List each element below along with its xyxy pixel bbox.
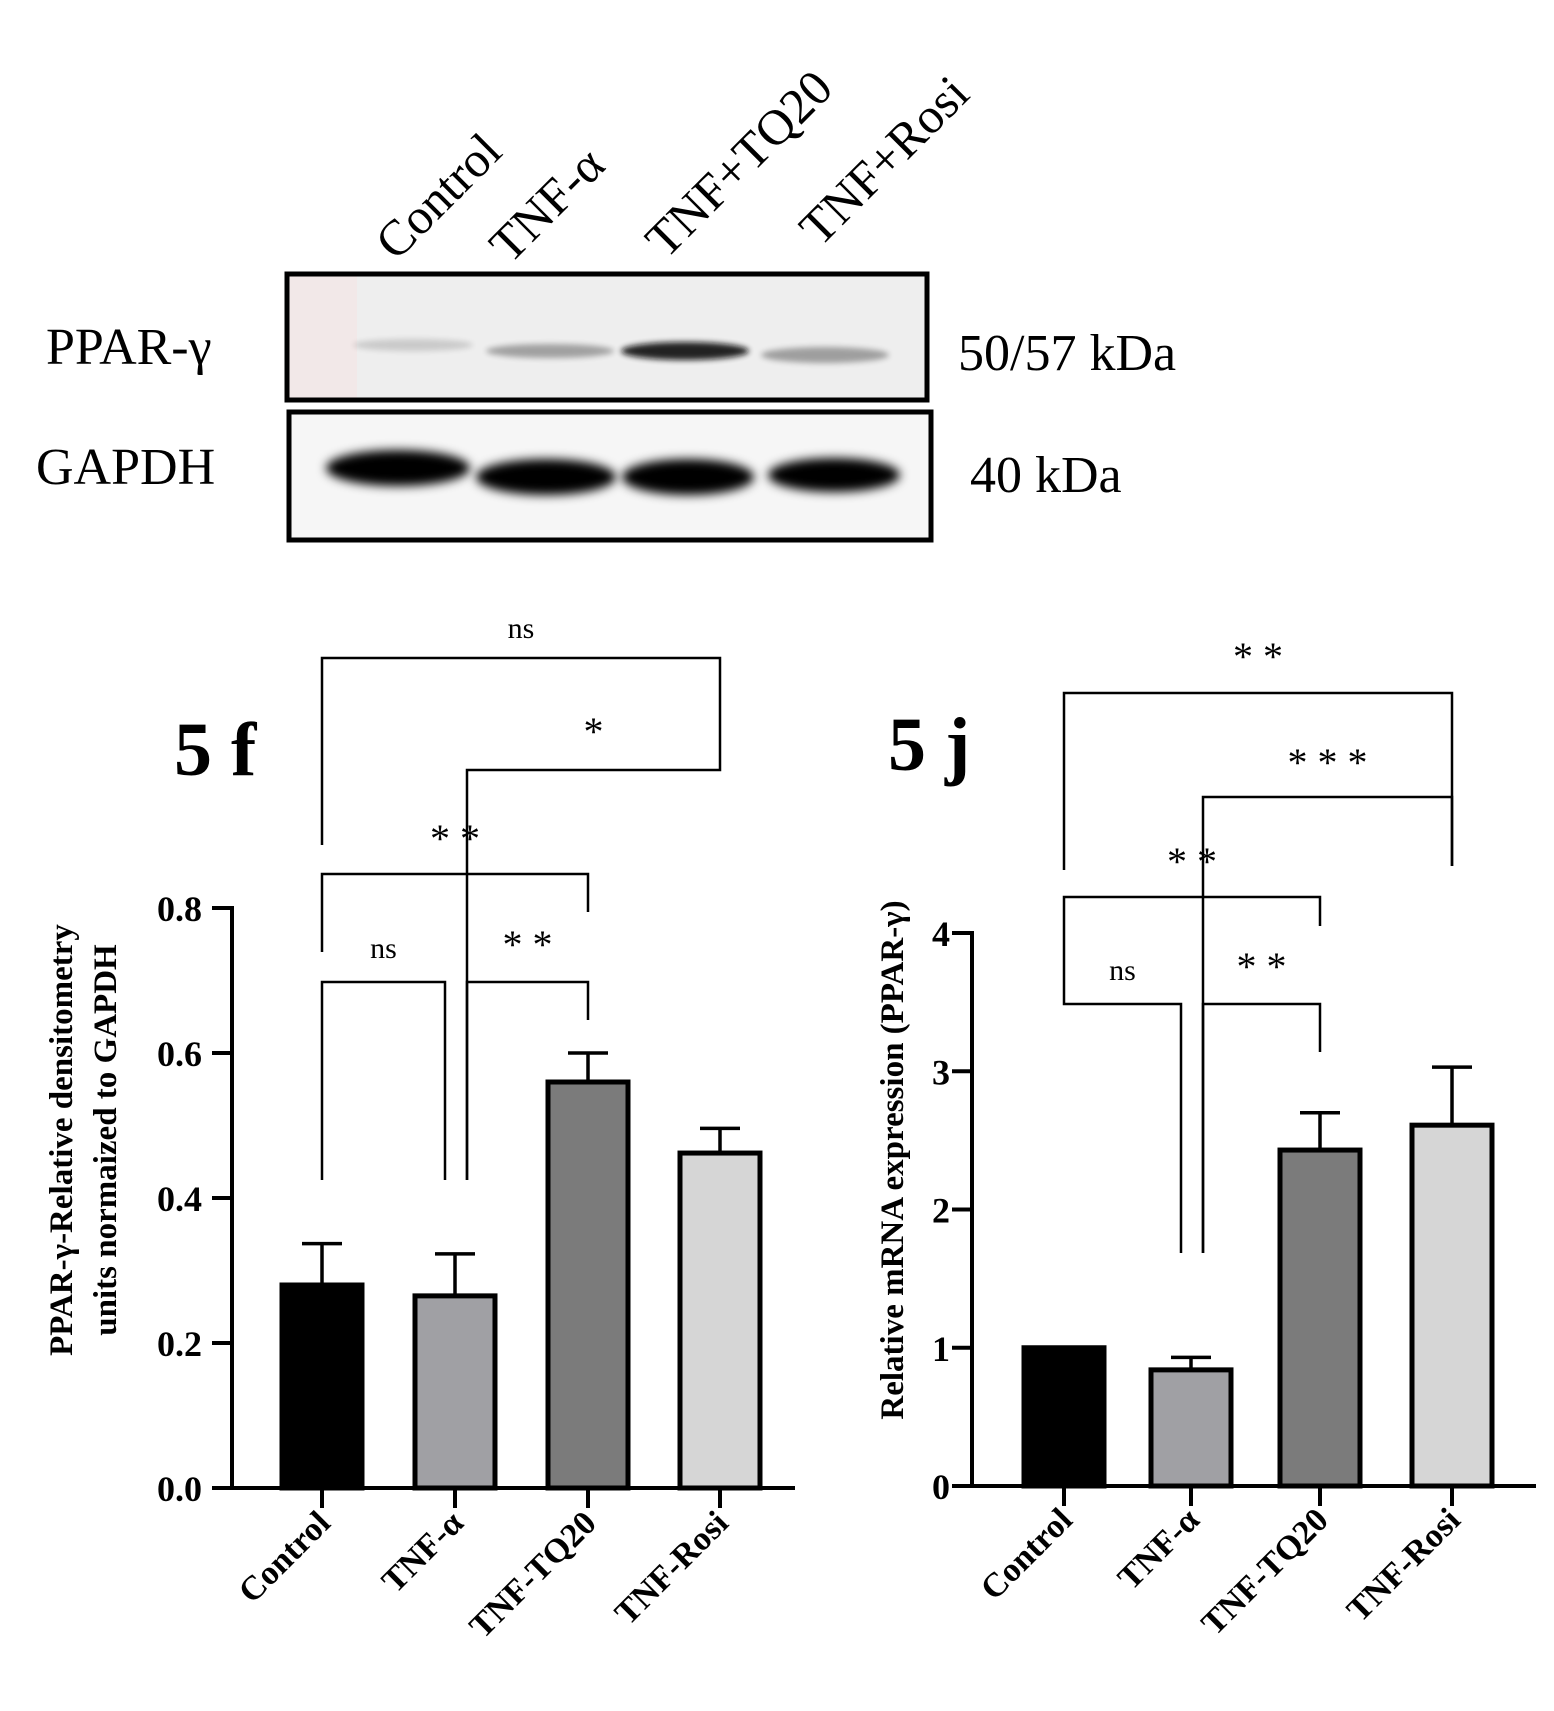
bar — [677, 1150, 763, 1491]
significance-bracket — [1062, 974, 1183, 1253]
y-tick-label: 4 — [932, 914, 950, 954]
significance-bracket — [465, 740, 722, 1180]
significance-label: * * — [430, 816, 480, 861]
significance-bracket — [320, 980, 447, 1180]
significance-label: ns — [1109, 954, 1136, 987]
y-axis-title-line: units normaized to GAPDH — [88, 944, 124, 1336]
blot-row-size: 50/57 kDa — [958, 325, 1176, 382]
x-category-label: TNF-TQ20 — [1195, 1501, 1336, 1642]
gapdh-band — [622, 459, 754, 495]
significance-bracket — [1062, 895, 1322, 974]
significance-label: ns — [508, 612, 535, 645]
blot-row-label: PPAR-γ — [46, 319, 212, 376]
significance-label: * * — [503, 922, 553, 967]
y-axis-title: PPAR-γ-Relative densitometry units norma… — [44, 924, 124, 1356]
chart-5j: 5 j Relative mRNA expression (PPAR-γ) 0 1… — [875, 634, 1536, 1643]
y-tick-label: 0.0 — [157, 1469, 202, 1509]
ppar-band — [486, 344, 614, 358]
significance-label: * * — [1237, 944, 1287, 989]
x-category-label: TNF-α — [375, 1504, 471, 1600]
gapdh-band — [326, 450, 470, 486]
ppar-band — [761, 347, 889, 363]
y-tick-label: 0.2 — [157, 1324, 202, 1364]
chart-5f: 5 f PPAR-γ-Relative densitometry units n… — [44, 612, 795, 1646]
western-blot: Control TNF-α TNF+TQ20 TNF+Rosi PPAR-γ 5… — [36, 59, 1176, 543]
significance-bracket — [320, 872, 590, 952]
x-category-label: TNF-Rosi — [1340, 1501, 1468, 1629]
ppar-band — [621, 342, 749, 360]
bar — [279, 1282, 365, 1491]
y-tick-label: 2 — [932, 1191, 950, 1231]
significance-bracket — [320, 656, 722, 845]
x-category-label: TNF-TQ20 — [463, 1504, 604, 1645]
y-axis-title-line: PPAR-γ-Relative densitometry — [44, 924, 80, 1356]
bar — [1409, 1122, 1495, 1489]
significance-label: * * — [1167, 839, 1217, 884]
y-tick-label: 1 — [932, 1329, 950, 1369]
blot-membrane-ppar — [284, 271, 930, 403]
panel-label: 5 f — [174, 708, 258, 792]
bar — [1277, 1147, 1363, 1489]
significance-label: * * — [1233, 634, 1283, 679]
significance-label: ns — [370, 932, 397, 965]
y-tick-label: 3 — [932, 1052, 950, 1092]
bar — [1148, 1367, 1234, 1489]
y-tick-label: 0.8 — [157, 889, 202, 929]
bar — [1021, 1345, 1107, 1489]
y-axis-title: Relative mRNA expression (PPAR-γ) — [875, 900, 911, 1419]
y-tick-label: 0.6 — [157, 1034, 202, 1074]
bar — [412, 1293, 498, 1491]
x-category-label: TNF-α — [1111, 1501, 1207, 1597]
x-category-label: Control — [232, 1504, 338, 1610]
blot-row-size: 40 kDa — [970, 447, 1122, 504]
y-tick-label: 0.4 — [157, 1179, 202, 1219]
significance-bracket — [1062, 691, 1454, 870]
significance-label: * — [584, 709, 604, 754]
panel-label: 5 j — [888, 703, 970, 787]
blot-membrane-gapdh — [286, 409, 934, 543]
x-category-label: Control — [974, 1501, 1080, 1607]
bar — [545, 1079, 631, 1491]
blot-row-label: GAPDH — [36, 439, 215, 496]
blot-lane-label: Control — [364, 122, 512, 270]
y-tick-label: 0 — [932, 1467, 950, 1507]
significance-label: * * * — [1288, 740, 1368, 785]
gapdh-band — [768, 458, 900, 492]
gapdh-band — [476, 459, 616, 495]
y-axis-title-line: Relative mRNA expression (PPAR-γ) — [875, 900, 911, 1419]
x-category-label: TNF-Rosi — [608, 1504, 736, 1632]
ppar-band — [353, 339, 473, 351]
